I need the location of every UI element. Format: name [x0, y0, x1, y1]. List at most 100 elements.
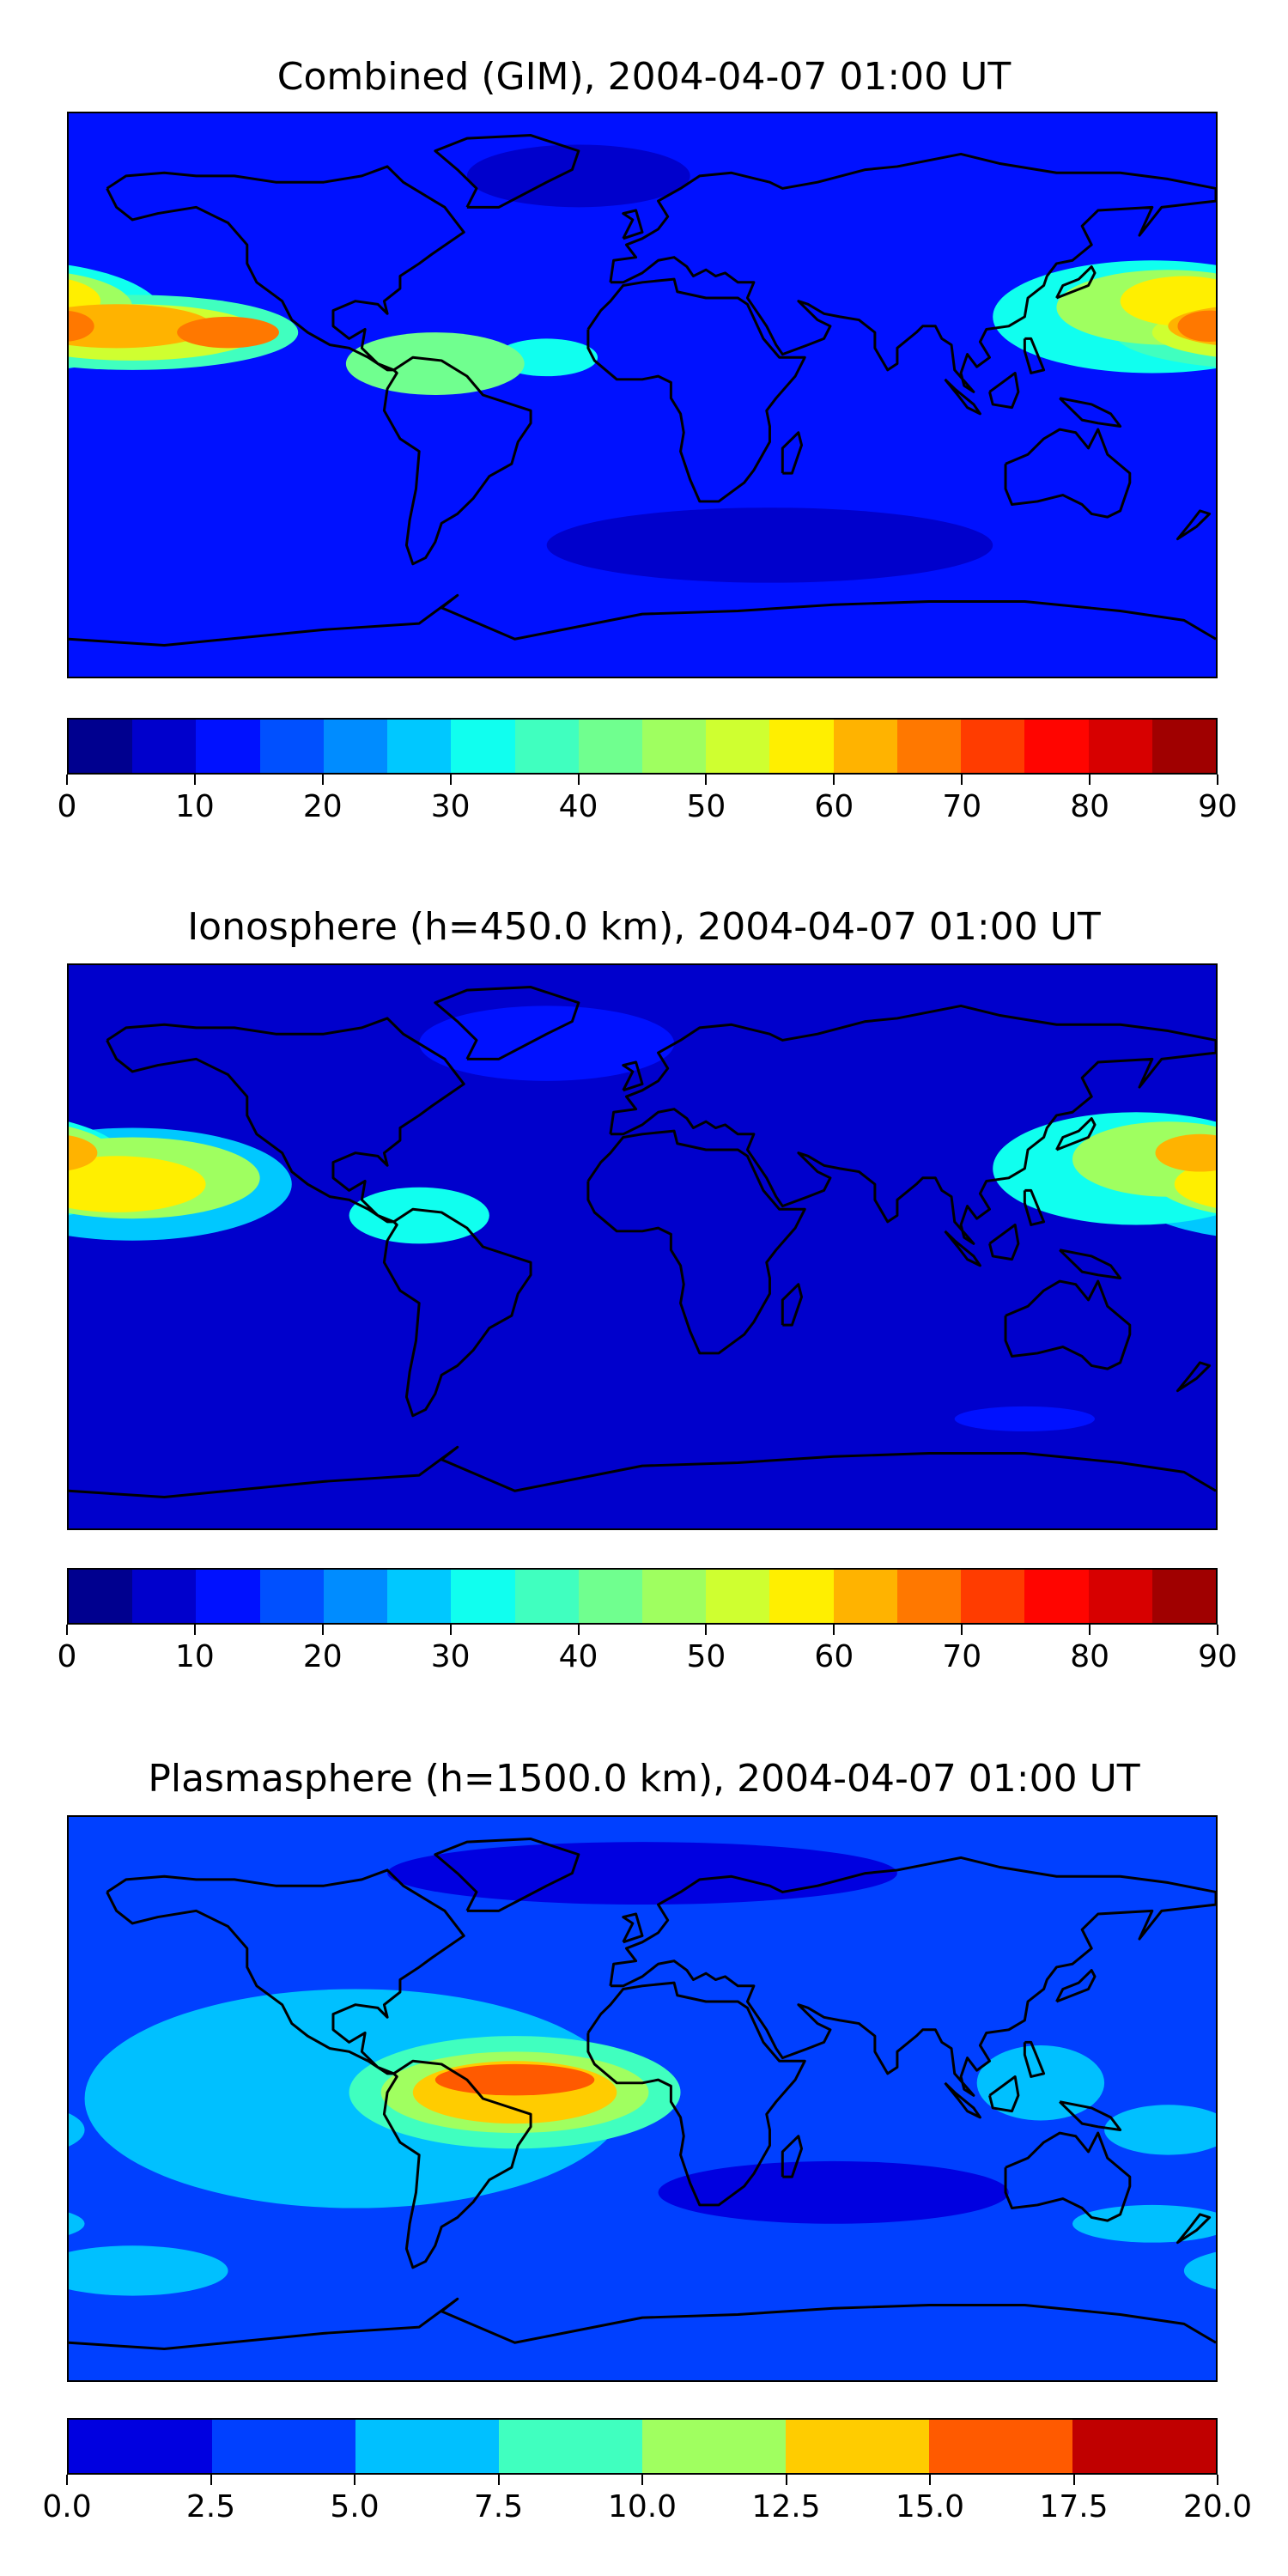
- colorbar-tick-label: 60: [814, 1639, 854, 1674]
- coastline: [1176, 1361, 1212, 1393]
- colorbar-segment: [451, 720, 515, 773]
- colorbar-segment: [1151, 1570, 1216, 1623]
- colorbar-tick-label: 90: [1198, 1639, 1237, 1674]
- colorbar-tick-label: 10: [174, 789, 215, 824]
- contour-region: [1177, 310, 1216, 343]
- colorbar-tick: [66, 1625, 68, 1635]
- map-plot: [69, 965, 1216, 1528]
- colorbar-segment: [387, 1570, 452, 1623]
- colorbar-tick-label: 5.0: [330, 2489, 380, 2524]
- colorbar-segment: [1024, 720, 1089, 773]
- coastline: [988, 1223, 1020, 1261]
- colorbar-segment: [132, 1570, 197, 1623]
- colorbar-tick: [354, 2475, 355, 2485]
- colorbar-segment: [769, 1570, 834, 1623]
- colorbar-tick-label: 40: [558, 1639, 598, 1674]
- panel-title-plasmasphere: Plasmasphere (h=1500.0 km), 2004-04-07 0…: [148, 1757, 1140, 1801]
- contour-region: [434, 2063, 595, 2096]
- coastline: [106, 1017, 465, 1224]
- colorbar-segment: [833, 720, 897, 773]
- coastline: [944, 2081, 981, 2119]
- coastline: [434, 1838, 580, 1912]
- contour-region: [1174, 1160, 1216, 1208]
- coastline: [988, 2075, 1020, 2113]
- coastline: [1059, 2100, 1122, 2131]
- coastline: [434, 134, 580, 209]
- contour-region: [349, 1187, 489, 1244]
- colorbar-tick-label: 10: [174, 1639, 215, 1674]
- colorbar-tick: [641, 2475, 643, 2485]
- map-ionosphere: [67, 963, 1218, 1530]
- colorbar-tick: [833, 1625, 835, 1635]
- coastline: [1023, 337, 1046, 374]
- colorbar-tick: [705, 775, 708, 785]
- colorbar-segment: [323, 1570, 388, 1623]
- colorbar-tick: [577, 1625, 580, 1635]
- colorbar-tick: [577, 775, 580, 785]
- coastline: [69, 1445, 1216, 1499]
- contour-region: [546, 507, 993, 583]
- colorbar-segment: [259, 1570, 324, 1623]
- contour-region: [466, 144, 690, 208]
- colorbar-segment: [1088, 720, 1152, 773]
- colorbar-combined: [67, 718, 1218, 775]
- colorbar-tick: [785, 2475, 787, 2485]
- colorbar-tick: [321, 1625, 324, 1635]
- colorbar-tick-label: 30: [430, 789, 471, 824]
- colorbar-tick: [449, 1625, 452, 1635]
- panel-title-ionosphere: Ionosphere (h=450.0 km), 2004-04-07 01:0…: [187, 905, 1101, 949]
- colorbar-tick-label: 0.0: [42, 2489, 92, 2524]
- coastline: [988, 371, 1020, 410]
- coastline: [586, 1981, 806, 2207]
- coastline: [781, 1283, 804, 1327]
- coastline: [382, 355, 532, 566]
- colorbar-tick: [66, 775, 68, 785]
- colorbar-segment: [196, 1570, 260, 1623]
- coastline: [1176, 509, 1212, 541]
- colorbar-ionosphere: [67, 1568, 1218, 1625]
- map-background-field: [69, 113, 1216, 677]
- coastline: [1055, 1969, 1097, 2003]
- contour-region: [1183, 2251, 1216, 2290]
- contour-region: [69, 2212, 85, 2235]
- coastline: [106, 1868, 465, 2075]
- coastline: [382, 2059, 532, 2269]
- colorbar-ticks-combined: 0 10 20 30 40 50 60 70 80 90: [58, 775, 1237, 835]
- colorbar-segment: [961, 1570, 1025, 1623]
- colorbar-segment: [786, 2420, 929, 2473]
- colorbar-segment: [1088, 1570, 1152, 1623]
- colorbar-tick-label: 70: [942, 789, 982, 824]
- contour-region: [954, 1406, 1095, 1432]
- map-combined: [67, 112, 1218, 678]
- colorbar-tick: [929, 2475, 931, 2485]
- colorbar-tick: [1072, 2475, 1075, 2485]
- map-plot: [69, 113, 1216, 677]
- coastline: [1059, 397, 1122, 428]
- coastline: [69, 593, 1216, 647]
- contour-region: [1104, 2105, 1216, 2155]
- colorbar-tick-label: 80: [1070, 789, 1110, 824]
- coastline: [1176, 2213, 1212, 2245]
- coastline: [382, 1207, 532, 1418]
- coastline: [434, 986, 580, 1060]
- colorbar-segment: [896, 720, 962, 773]
- colorbar-tick-label: 7.5: [473, 2489, 524, 2524]
- colorbar-segment: [833, 1570, 897, 1623]
- colorbar-tick: [705, 1625, 708, 1635]
- colorbar-segment: [641, 1570, 707, 1623]
- colorbar-segment: [69, 720, 133, 773]
- colorbar-tick: [497, 2475, 500, 2485]
- colorbar-tick: [193, 775, 196, 785]
- colorbar-ticks-plasmasphere: 0.0 2.5 5.0 7.5 10.0 12.5 15.0 17.5 20.0: [42, 2475, 1252, 2535]
- coastline: [586, 277, 806, 503]
- contour-region: [69, 304, 212, 349]
- colorbar-tick-label: 90: [1198, 789, 1237, 824]
- colorbar-segment: [578, 1570, 642, 1623]
- colorbar-tick: [210, 2475, 212, 2485]
- colorbar-segment: [1151, 720, 1216, 773]
- coastline: [944, 378, 981, 416]
- coastline: [1023, 2040, 1046, 2078]
- colorbar-segment: [961, 720, 1025, 773]
- colorbar-segment: [499, 2420, 642, 2473]
- colorbar-segment: [323, 720, 388, 773]
